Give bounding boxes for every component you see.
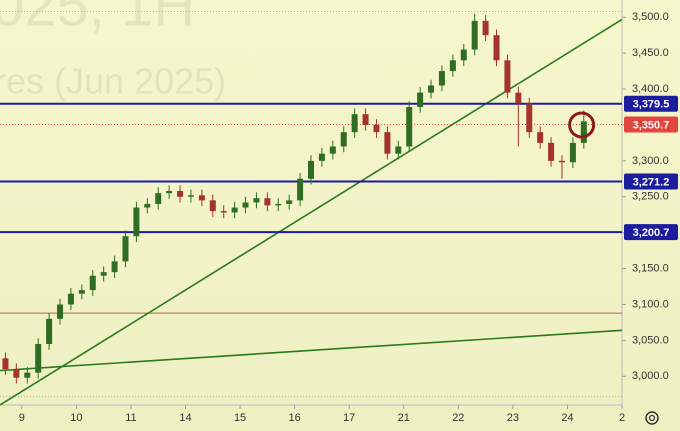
trend-line	[0, 18, 623, 406]
candle-body	[57, 304, 64, 319]
candle-body	[297, 178, 304, 201]
candle-body	[155, 193, 162, 204]
x-tick-label: 24	[561, 412, 573, 424]
candle-body	[198, 195, 205, 201]
candle-body	[406, 106, 413, 147]
x-tick-label: 22	[452, 412, 464, 424]
watermark: res (Jun 2025)	[0, 61, 226, 102]
price-badge	[624, 173, 678, 190]
candle-body	[362, 114, 369, 125]
candle-body	[340, 132, 347, 147]
watermark: 025, 1H	[0, 0, 195, 38]
price-badge-label: 3,379.5	[633, 99, 670, 111]
candle-body	[111, 261, 118, 273]
settings-icon[interactable]	[645, 411, 659, 425]
candle-body	[275, 203, 282, 206]
candle-body	[308, 160, 314, 179]
candle-body	[471, 20, 478, 50]
candle-body	[133, 207, 140, 237]
y-tick-label: 3,500.0	[632, 11, 669, 23]
candle-body	[428, 85, 435, 93]
candle-body	[144, 203, 151, 208]
candle-body	[166, 191, 173, 194]
y-tick-label: 3,450.0	[632, 47, 669, 59]
x-tick-label: 2	[619, 412, 625, 424]
candle-body	[35, 343, 42, 373]
candle-body	[220, 211, 227, 213]
y-tick-label: 3,400.0	[632, 83, 669, 95]
candle-body	[318, 153, 325, 161]
candle-body	[242, 202, 249, 208]
candle-body	[417, 92, 424, 107]
candle-body	[24, 372, 31, 378]
candle-body	[264, 198, 271, 206]
candle-body	[253, 198, 260, 203]
x-tick-label: 10	[70, 412, 82, 424]
candle-body	[558, 160, 565, 163]
candle-body	[493, 35, 500, 61]
candle-body	[569, 142, 576, 163]
candle-body	[384, 132, 391, 154]
trend-line	[0, 329, 623, 372]
candle-body	[13, 369, 20, 378]
x-tick-label: 16	[289, 412, 301, 424]
candle-body	[438, 71, 445, 86]
candle-body	[580, 121, 587, 143]
x-tick-label: 9	[19, 412, 25, 424]
candle-body	[209, 200, 216, 212]
x-tick-label: 23	[507, 412, 519, 424]
candle-body	[504, 60, 511, 93]
candle-body	[100, 272, 107, 276]
y-tick-label: 3,050.0	[632, 334, 669, 346]
annotation-circle	[568, 111, 596, 139]
y-tick-label: 3,150.0	[632, 262, 669, 274]
price-badge-label: 3,350.7	[633, 119, 670, 131]
candle-body	[67, 293, 74, 305]
candle-body	[526, 103, 533, 133]
price-badge-label: 3,200.7	[633, 227, 670, 239]
candle-body	[177, 191, 184, 197]
candle-body	[395, 146, 402, 154]
candle-body	[482, 20, 489, 36]
candle-body	[122, 236, 129, 262]
x-tick-label: 15	[234, 412, 246, 424]
price-badge	[624, 95, 678, 112]
candle-body	[286, 200, 293, 204]
candle-body	[548, 142, 555, 161]
candle-body	[373, 124, 380, 133]
x-tick-label: 21	[398, 412, 410, 424]
candle-body	[2, 358, 9, 370]
candle-body	[187, 195, 194, 197]
candle-body	[46, 318, 53, 344]
y-tick-label: 3,300.0	[632, 155, 669, 167]
price-badge-label: 3,271.2	[633, 176, 670, 188]
candle-body	[460, 49, 467, 61]
candle-body	[351, 114, 358, 133]
candle-body	[231, 207, 238, 213]
candle-body	[329, 146, 336, 154]
price-badge	[624, 224, 678, 241]
x-tick-label: 14	[179, 412, 191, 424]
price-badge	[624, 116, 678, 133]
y-tick-label: 3,000.0	[632, 370, 669, 382]
candle-body	[449, 60, 456, 72]
candle-body	[78, 290, 85, 294]
candle-body	[515, 92, 522, 104]
candle-body	[89, 275, 96, 291]
candle-body	[537, 132, 544, 143]
y-tick-label: 3,100.0	[632, 298, 669, 310]
y-tick-label: 3,250.0	[632, 191, 669, 203]
x-tick-label: 17	[343, 412, 355, 424]
x-tick-label: 11	[125, 412, 136, 424]
